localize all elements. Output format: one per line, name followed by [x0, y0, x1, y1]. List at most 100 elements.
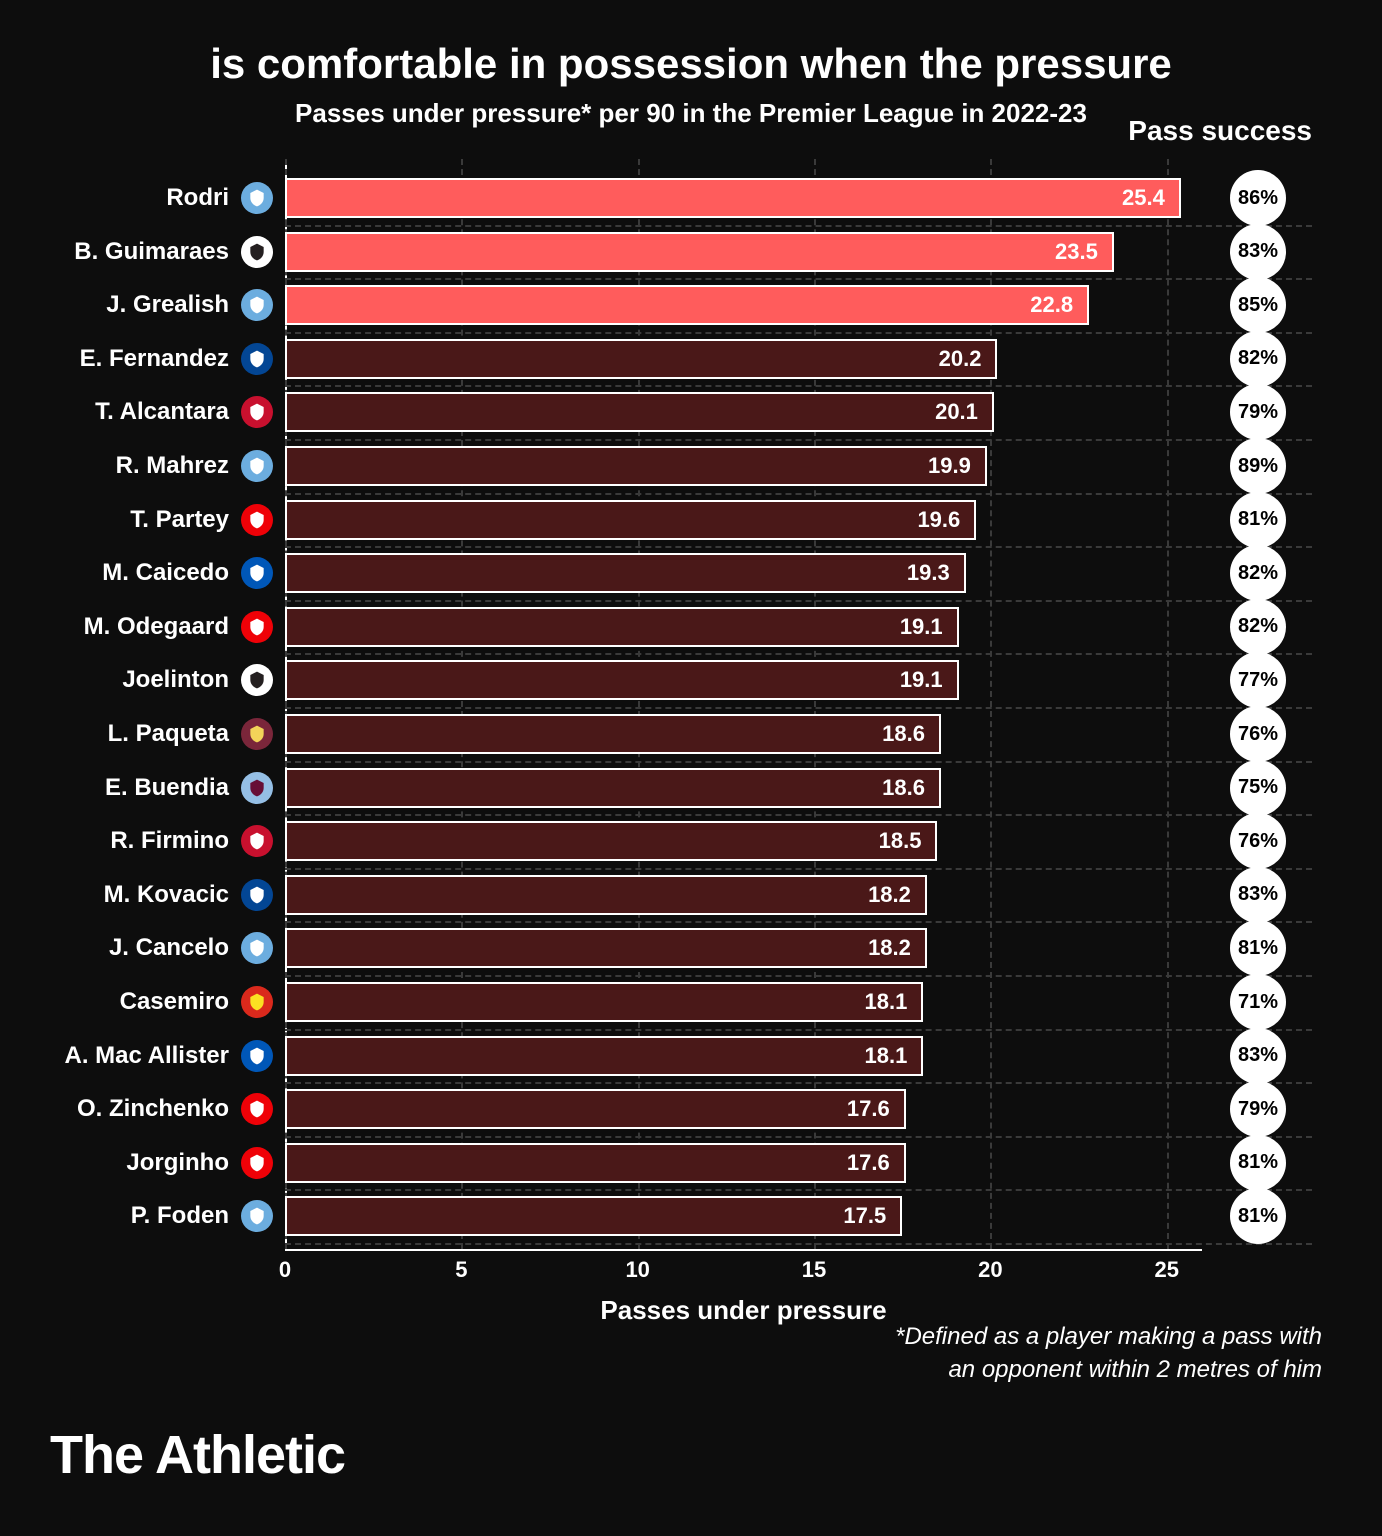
bar: 19.1: [285, 607, 959, 647]
chart-title: is comfortable in possession when the pr…: [60, 40, 1322, 88]
player-label: R. Firmino: [110, 827, 229, 855]
bar-value: 19.9: [928, 453, 971, 479]
plot-area: Passes under pressure 0510152025 Rodri25…: [285, 159, 1202, 1249]
bar-value: 17.6: [847, 1096, 890, 1122]
club-badge-icon: [241, 879, 273, 911]
player-label: M. Caicedo: [102, 559, 229, 587]
pass-success-pill: 82%: [1230, 331, 1286, 387]
club-badge-icon: [241, 343, 273, 375]
bar-value: 17.5: [843, 1203, 886, 1229]
pass-success-pill: 81%: [1230, 492, 1286, 548]
club-badge-icon: [241, 986, 273, 1018]
bar-value: 22.8: [1030, 292, 1073, 318]
bar-value: 18.2: [868, 935, 911, 961]
pass-success-pill: 71%: [1230, 974, 1286, 1030]
bar: 17.6: [285, 1143, 906, 1183]
row-gridline: [285, 600, 1312, 602]
bar: 23.5: [285, 232, 1114, 272]
player-label: O. Zinchenko: [77, 1095, 229, 1123]
pass-success-pill: 86%: [1230, 170, 1286, 226]
row-gridline: [285, 1029, 1312, 1031]
player-label: M. Kovacic: [104, 881, 229, 909]
bar: 18.5: [285, 821, 937, 861]
bar-value: 18.1: [865, 1043, 908, 1069]
chart-row: P. Foden17.581%: [285, 1195, 1202, 1237]
player-label: J. Cancelo: [109, 934, 229, 962]
row-gridline: [285, 332, 1312, 334]
bar-value: 17.6: [847, 1150, 890, 1176]
player-label: B. Guimaraes: [74, 238, 229, 266]
player-label: A. Mac Allister: [65, 1042, 230, 1070]
bar: 18.2: [285, 875, 927, 915]
club-badge-icon: [241, 1093, 273, 1125]
chart-row: E. Buendia18.675%: [285, 767, 1202, 809]
bar-value: 23.5: [1055, 239, 1098, 265]
pass-success-pill: 75%: [1230, 760, 1286, 816]
pass-success-pill: 82%: [1230, 545, 1286, 601]
pass-success-pill: 79%: [1230, 384, 1286, 440]
chart-row: Casemiro18.171%: [285, 981, 1202, 1023]
club-badge-icon: [241, 932, 273, 964]
player-label: T. Alcantara: [95, 398, 229, 426]
player-label: E. Buendia: [105, 774, 229, 802]
club-badge-icon: [241, 1200, 273, 1232]
footnote-line-1: *Defined as a player making a pass with: [895, 1321, 1322, 1353]
pass-success-pill: 83%: [1230, 867, 1286, 923]
bar: 17.5: [285, 1196, 902, 1236]
row-gridline: [285, 814, 1312, 816]
bar-value: 18.1: [865, 989, 908, 1015]
bar-value: 20.1: [935, 399, 978, 425]
row-gridline: [285, 278, 1312, 280]
brand-logo: The Athletic: [50, 1424, 345, 1486]
chart-row: J. Cancelo18.281%: [285, 927, 1202, 969]
pass-success-pill: 76%: [1230, 706, 1286, 762]
pass-success-header: Pass success: [1128, 115, 1312, 147]
bar-value: 19.1: [900, 667, 943, 693]
row-gridline: [285, 385, 1312, 387]
player-label: L. Paqueta: [108, 720, 229, 748]
pass-success-pill: 83%: [1230, 1028, 1286, 1084]
player-label: P. Foden: [131, 1202, 229, 1230]
chart-row: M. Kovacic18.283%: [285, 874, 1202, 916]
club-badge-icon: [241, 396, 273, 428]
row-gridline: [285, 707, 1312, 709]
bar: 25.4: [285, 178, 1181, 218]
club-badge-icon: [241, 504, 273, 536]
pass-success-pill: 79%: [1230, 1081, 1286, 1137]
bar: 19.9: [285, 446, 987, 486]
footnote-line-2: an opponent within 2 metres of him: [895, 1354, 1322, 1386]
bar: 18.2: [285, 928, 927, 968]
bar-value: 25.4: [1122, 185, 1165, 211]
chart-row: Rodri25.486%: [285, 177, 1202, 219]
x-tick: 15: [802, 1257, 826, 1283]
pass-success-pill: 89%: [1230, 438, 1286, 494]
row-gridline: [285, 868, 1312, 870]
club-badge-icon: [241, 236, 273, 268]
club-badge-icon: [241, 611, 273, 643]
player-label: E. Fernandez: [80, 345, 229, 373]
chart-row: Jorginho17.681%: [285, 1142, 1202, 1184]
chart-row: L. Paqueta18.676%: [285, 713, 1202, 755]
player-label: R. Mahrez: [116, 452, 229, 480]
bar: 20.2: [285, 339, 997, 379]
club-badge-icon: [241, 1147, 273, 1179]
chart-row: M. Odegaard19.182%: [285, 606, 1202, 648]
bar: 18.6: [285, 768, 941, 808]
x-axis-label: Passes under pressure: [600, 1295, 886, 1326]
bar-value: 18.6: [882, 721, 925, 747]
bar: 19.3: [285, 553, 966, 593]
row-gridline: [285, 1243, 1312, 1245]
bar-value: 19.3: [907, 560, 950, 586]
bar: 18.1: [285, 982, 923, 1022]
row-gridline: [285, 546, 1312, 548]
player-label: Joelinton: [122, 666, 229, 694]
pass-success-pill: 76%: [1230, 813, 1286, 869]
chart-row: T. Alcantara20.179%: [285, 391, 1202, 433]
chart-row: Joelinton19.177%: [285, 659, 1202, 701]
club-badge-icon: [241, 557, 273, 589]
player-label: M. Odegaard: [84, 613, 229, 641]
player-label: Casemiro: [120, 988, 229, 1016]
bar: 17.6: [285, 1089, 906, 1129]
player-label: T. Partey: [130, 506, 229, 534]
bar: 19.1: [285, 660, 959, 700]
